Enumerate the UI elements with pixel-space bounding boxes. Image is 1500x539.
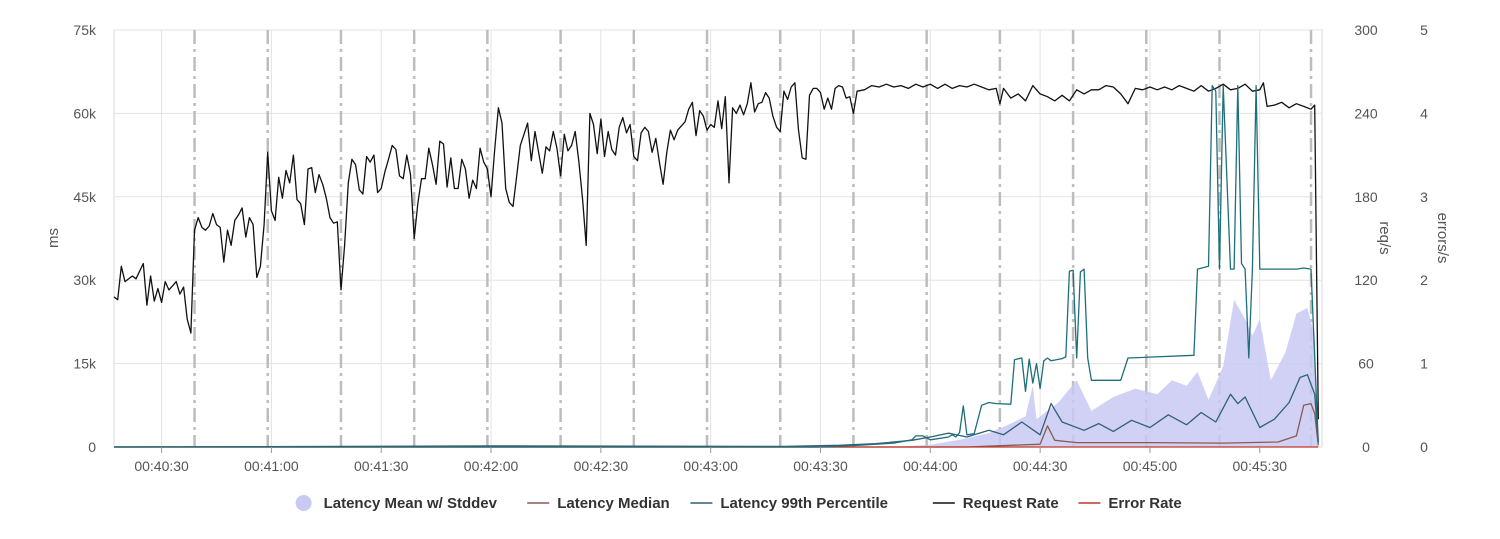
legend-label-latency-99th-percentile: Latency 99th Percentile xyxy=(720,495,888,512)
y-left-tick-label: 45k xyxy=(73,189,97,205)
x-tick-label: 00:40:30 xyxy=(134,458,189,474)
legend-label-latency-median: Latency Median xyxy=(557,495,670,512)
y_right_2-tick-label: 4 xyxy=(1420,105,1428,121)
y_right_2-tick-label: 5 xyxy=(1420,22,1428,38)
y-right-1-axis-title: req/s xyxy=(1376,221,1393,254)
legend-item-request-rate[interactable]: Request Rate xyxy=(932,495,1059,512)
series-group xyxy=(113,82,1319,448)
y_right_1-tick-label: 120 xyxy=(1354,272,1378,288)
legend-item-latency-99th-percentile[interactable]: Latency 99th Percentile xyxy=(690,495,888,512)
y-left-tick-label: 0 xyxy=(88,439,96,455)
y_right_1-tick-label: 300 xyxy=(1354,22,1378,38)
y-left-axis-title: ms xyxy=(45,228,62,248)
y_right_2-tick-label: 3 xyxy=(1420,189,1428,205)
legend-label-error-rate: Error Rate xyxy=(1108,495,1181,512)
y-left-tick-label: 15k xyxy=(73,356,97,372)
x-tick-label: 00:44:30 xyxy=(1013,458,1068,474)
y-right-2-axis-title: errors/s xyxy=(1434,213,1451,264)
x-tick-label: 00:42:00 xyxy=(464,458,519,474)
latency-median-series xyxy=(114,402,1319,448)
grid-lines xyxy=(113,29,1323,448)
x-tick-label: 00:41:30 xyxy=(354,458,409,474)
request-rate-series xyxy=(113,82,1319,420)
legend-swatch-latency-mean-w-stddev xyxy=(295,495,312,511)
x-tick-label: 00:45:30 xyxy=(1233,458,1288,474)
x-tick-label: 00:44:00 xyxy=(903,458,958,474)
y_right_2-tick-label: 0 xyxy=(1420,439,1428,455)
y-left-tick-label: 30k xyxy=(73,272,97,288)
x-tick-label: 00:43:30 xyxy=(793,458,848,474)
latency-mean-w-stddev-series xyxy=(114,299,1319,447)
legend-label-latency-mean-w-stddev: Latency Mean w/ Stddev xyxy=(324,495,498,512)
y-left-tick-label: 60k xyxy=(73,105,97,121)
x-tick-label: 00:41:00 xyxy=(244,458,299,474)
legend-item-latency-median[interactable]: Latency Median xyxy=(527,495,670,512)
legend-item-latency-mean-w-stddev[interactable]: Latency Mean w/ Stddev xyxy=(295,495,498,512)
y-left-tick-label: 75k xyxy=(73,22,97,38)
legend-label-request-rate: Request Rate xyxy=(963,495,1059,512)
x-tick-label: 00:42:30 xyxy=(574,458,629,474)
y_right_2-tick-label: 2 xyxy=(1420,272,1428,288)
y_right_1-tick-label: 240 xyxy=(1354,105,1378,121)
unlabeled-99th-overlay-series xyxy=(114,84,1319,448)
y_right_1-tick-label: 0 xyxy=(1362,439,1370,455)
x-tick-label: 00:43:00 xyxy=(683,458,738,474)
legend-item-error-rate[interactable]: Error Rate xyxy=(1078,495,1182,512)
latency-99th-percentile-series xyxy=(113,374,1319,448)
y_right_1-tick-label: 60 xyxy=(1358,356,1374,372)
legend: Latency Mean w/ Stddev Latency Median Late… xyxy=(295,495,1182,512)
plot-frame xyxy=(113,29,1323,448)
axes: 0 15k 30k 45k 60k 75k 0 60 120 180 240 300 0 1 2 3 4 5 00:… xyxy=(45,22,1451,474)
y_right_2-tick-label: 1 xyxy=(1420,356,1428,372)
x-tick-label: 00:45:00 xyxy=(1123,458,1178,474)
y_right_1-tick-label: 180 xyxy=(1354,189,1378,205)
